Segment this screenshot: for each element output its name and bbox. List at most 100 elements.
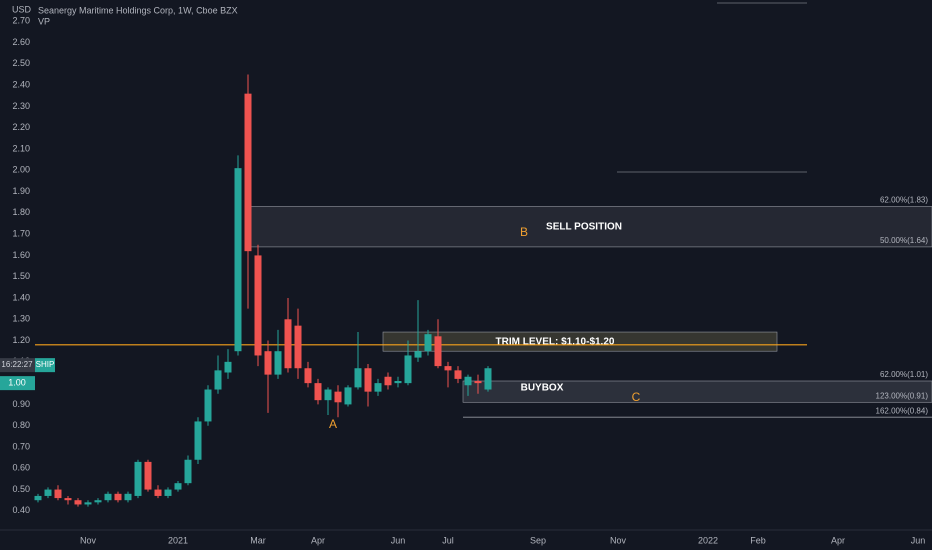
x-tick-label: Feb [750,535,766,545]
fib-label: 162.00%(0.84) [876,406,929,415]
candle-body [264,351,272,375]
x-tick-label: 2022 [698,535,718,545]
candle-body [124,493,132,501]
candle-body [354,368,362,388]
candle-body [464,376,472,386]
candle-body [254,255,262,356]
countdown: 16:22:27 [1,360,33,369]
y-tick-label: 1.50 [12,271,30,281]
y-tick-label: 2.30 [12,101,30,111]
x-tick-label: Mar [250,535,266,545]
candle-body [404,355,412,384]
candle-body [444,366,452,371]
candle-body [84,502,92,505]
candle-body [204,389,212,422]
y-tick-label: 0.40 [12,505,30,515]
x-tick-label: Apr [311,535,325,545]
candle-body [294,325,302,369]
x-tick-label: 2021 [168,535,188,545]
zone-box [244,206,932,248]
y-tick-label: 0.90 [12,399,30,409]
currency-label: USD [12,4,32,14]
x-tick-label: Nov [80,535,97,545]
candle-body [304,368,312,384]
zone-label: SELL POSITION [546,221,622,232]
candle-body [44,489,52,496]
candle-body [154,489,162,496]
candle-body [144,461,152,490]
candle-body [134,461,142,496]
x-tick-label: Jun [391,535,406,545]
fib-label: 123.00%(0.91) [876,391,929,400]
candle-body [284,319,292,369]
candle-body [104,493,112,501]
candle-body [394,381,402,384]
candle-body [244,93,252,252]
fib-label: 50.00%(1.64) [880,236,928,245]
last-price: 1.00 [8,378,26,388]
fib-label: 62.00%(1.83) [880,196,928,205]
y-tick-label: 2.40 [12,80,30,90]
candle-body [54,489,62,499]
candle-body [414,351,422,358]
candle-body [374,383,382,392]
y-tick-label: 0.50 [12,484,30,494]
indicator-label: VP [38,16,50,26]
y-tick-label: 2.10 [12,143,30,153]
wave-marker: C [632,390,641,404]
candle-body [454,370,462,379]
zone-label: BUYBOX [521,382,564,393]
candle-body [344,387,352,405]
y-tick-label: 2.60 [12,37,30,47]
candle-body [164,489,172,496]
candle-body [314,383,322,401]
y-tick-label: 1.70 [12,229,30,239]
y-tick-label: 1.30 [12,314,30,324]
x-tick-label: Jul [442,535,454,545]
y-tick-label: 2.50 [12,58,30,68]
candle-body [74,500,82,505]
symbol: SHIP [36,360,55,369]
x-tick-label: Sep [530,535,546,545]
y-tick-label: 0.80 [12,420,30,430]
candle-body [364,368,372,392]
y-tick-label: 2.00 [12,165,30,175]
y-tick-label: 0.60 [12,463,30,473]
chart-title: Seanergy Maritime Holdings Corp, 1W, Cbo… [38,5,238,15]
symbol-tag [35,358,55,373]
y-tick-label: 1.40 [12,292,30,302]
candle-body [434,336,442,367]
candle-body [64,498,72,501]
y-tick-label: 1.90 [12,186,30,196]
fib-label: 62.00%(1.01) [880,370,928,379]
wave-marker: B [520,225,528,239]
candle-body [194,421,202,460]
candle-body [184,459,192,484]
zone-label: TRIM LEVEL: $1.10-$1.20 [496,336,615,347]
candle-body [334,391,342,403]
candle-body [94,500,102,503]
y-tick-label: 1.60 [12,250,30,260]
zone-box [462,380,932,403]
candle-body [34,495,42,501]
x-tick-label: Apr [831,535,845,545]
y-tick-label: 2.70 [12,16,30,26]
y-tick-label: 1.80 [12,207,30,217]
zone-box [382,331,778,352]
countdown-tag [0,358,35,373]
candle-body [474,381,482,384]
x-tick-label: Jun [911,535,926,545]
candle-body [484,368,492,390]
candle-body [324,389,332,401]
candle-body [174,483,182,490]
candle-body [214,370,222,390]
wave-marker: A [329,417,337,431]
candle-body [424,334,432,352]
price-tag [0,376,35,391]
y-tick-label: 0.70 [12,441,30,451]
candle-body [224,361,232,373]
candle-body [234,168,242,352]
y-tick-label: 1.20 [12,335,30,345]
